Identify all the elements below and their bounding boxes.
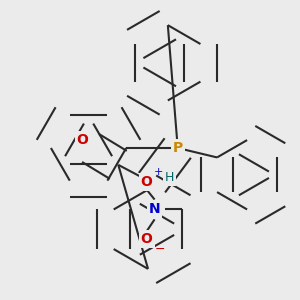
Text: O: O <box>77 133 88 147</box>
Text: O: O <box>141 232 153 246</box>
Text: O: O <box>141 175 153 189</box>
Text: N: N <box>149 202 161 216</box>
Text: +: + <box>154 167 163 177</box>
Text: P: P <box>172 141 183 155</box>
Text: H: H <box>165 171 175 184</box>
Text: −: − <box>154 243 165 256</box>
